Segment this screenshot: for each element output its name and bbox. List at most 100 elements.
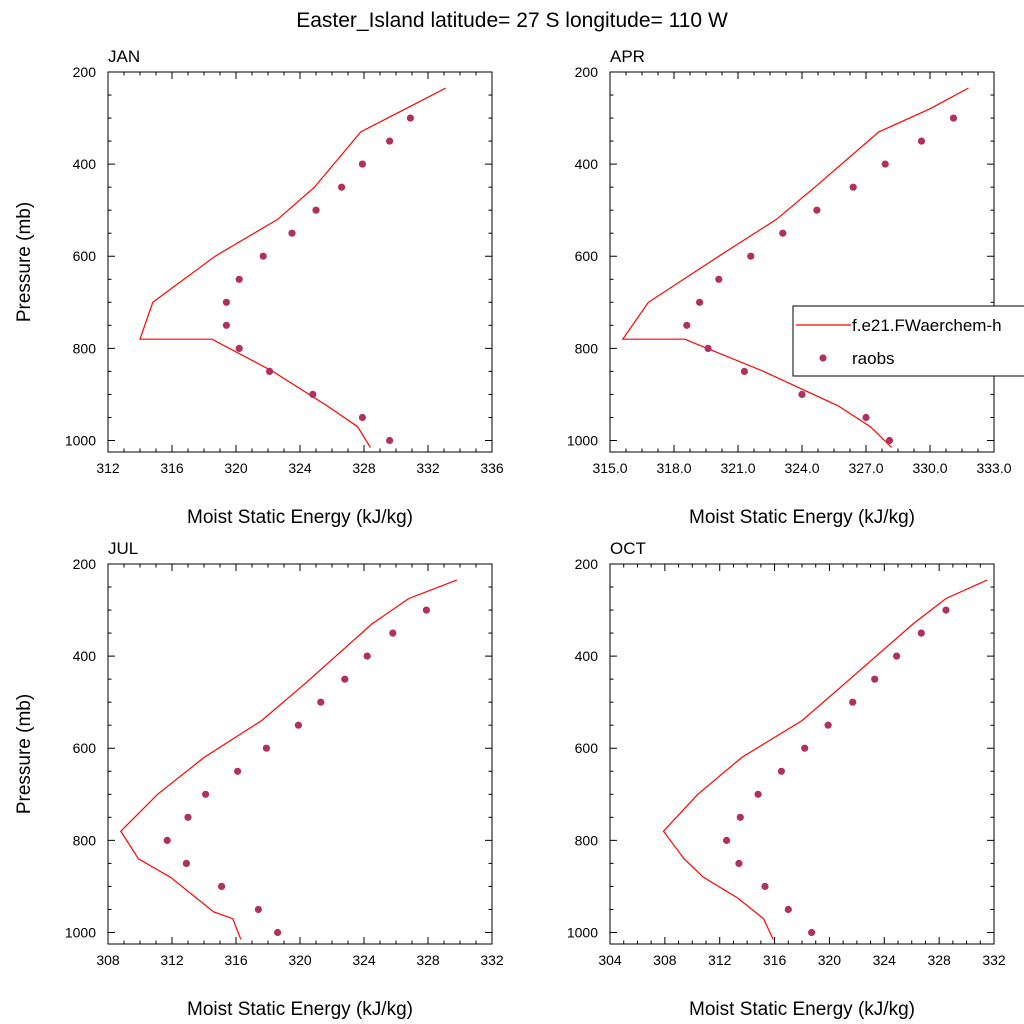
obs-point (386, 137, 394, 145)
obs-point (262, 744, 270, 752)
y-tick-label: 200 (575, 64, 599, 80)
x-tick-label: 336 (480, 460, 504, 476)
x-tick-label: 332 (982, 952, 1006, 968)
y-tick-label: 400 (575, 156, 599, 172)
obs-point (723, 836, 731, 845)
obs-point (779, 229, 787, 237)
obs-point (235, 344, 243, 352)
x-tick-label: 321.0 (720, 460, 755, 476)
panel-apr: APR 315.0 318.0 321.0 324.0 327.0 330.0 333.0 20… (567, 47, 1012, 528)
obs-point (942, 606, 950, 614)
x-axis-label: Moist Static Energy (kJ/kg) (689, 507, 915, 528)
x-tick-label: 312 (96, 460, 120, 476)
x-tick-label: 324 (288, 460, 312, 476)
plot-frame (609, 563, 995, 945)
x-tick-label: 324 (352, 952, 376, 968)
x-tick-label: 315.0 (592, 460, 627, 476)
x-tick-label: 330.0 (912, 460, 947, 476)
legend: f.e21.FWaerchem-h raobs (792, 305, 1024, 377)
y-tick-label: 400 (73, 156, 97, 172)
obs-point (163, 836, 171, 845)
obs-point (218, 882, 226, 891)
obs-point (683, 321, 691, 329)
x-tick-label: 332 (416, 460, 440, 476)
obs-point (696, 298, 704, 306)
x-tick-label: 304 (598, 952, 622, 968)
y-tick-label: 200 (575, 556, 599, 572)
x-tick-label: 328 (927, 952, 951, 968)
legend-dot-swatch (819, 354, 827, 362)
x-tick-label: 328 (416, 952, 440, 968)
y-tick-label: 800 (575, 340, 599, 356)
obs-point (747, 252, 755, 260)
model-line (139, 87, 446, 448)
y-tick-label: 200 (73, 556, 97, 572)
x-tick-label: 332 (480, 952, 504, 968)
obs-point (317, 698, 325, 706)
obs-point (389, 629, 397, 637)
obs-point (312, 206, 320, 214)
obs-point (801, 744, 809, 752)
y-tick-label: 600 (575, 740, 599, 756)
obs-point (849, 183, 857, 191)
obs-point (274, 928, 282, 937)
y-tick-label: 1000 (567, 924, 598, 940)
panel-title: JUL (108, 539, 138, 558)
x-axis-label: Moist Static Energy (kJ/kg) (187, 999, 413, 1020)
y-tick-label: 600 (73, 248, 97, 264)
x-tick-label: 320 (288, 952, 312, 968)
obs-point (777, 767, 786, 775)
panel-title: JAN (108, 47, 140, 66)
obs-point (358, 160, 366, 168)
panel-oct: OCT 304 308 312 316 320 324 328 332 200 400 600 800 1… (567, 539, 1006, 1020)
model-line (662, 579, 988, 940)
obs-point (309, 390, 317, 398)
obs-point (885, 436, 894, 445)
plot-frame (107, 71, 493, 453)
obs-point (784, 905, 792, 914)
y-tick-label: 1000 (567, 432, 598, 448)
obs-point (235, 275, 243, 283)
x-tick-label: 316 (160, 460, 184, 476)
obs-point (254, 905, 262, 914)
panel-jan: JAN 312 316 320 324 328 332 336 200 400 600 800 1000… (14, 47, 504, 528)
obs-point (704, 344, 712, 352)
obs-point (715, 275, 723, 283)
obs-point (849, 698, 857, 706)
obs-point (740, 367, 749, 375)
y-tick-label: 800 (73, 340, 97, 356)
y-tick-label: 600 (575, 248, 599, 264)
model-line (621, 87, 969, 448)
obs-point (813, 206, 821, 214)
obs-point (754, 790, 762, 798)
y-tick-label: 400 (575, 648, 599, 664)
obs-point (881, 160, 889, 168)
x-tick-label: 320 (224, 460, 248, 476)
y-tick-label: 1000 (65, 924, 96, 940)
obs-point (917, 629, 925, 637)
y-tick-label: 400 (73, 648, 97, 664)
y-tick-label: 600 (73, 740, 97, 756)
obs-point (341, 675, 349, 683)
y-tick-label: 800 (575, 832, 599, 848)
y-axis-label: Pressure (mb) (14, 202, 35, 322)
panel-jul: JUL 308 312 316 320 324 328 332 200 400 600 800 1000… (14, 539, 504, 1020)
obs-point (917, 137, 926, 145)
x-axis-label: Moist Static Energy (kJ/kg) (689, 999, 915, 1020)
obs-point (363, 652, 371, 660)
obs-point (798, 390, 806, 398)
panel-title: APR (610, 47, 645, 66)
obs-point (406, 114, 414, 122)
x-tick-label: 316 (763, 952, 787, 968)
obs-point (736, 813, 744, 821)
y-tick-label: 200 (73, 64, 97, 80)
obs-point (234, 767, 242, 775)
obs-point (386, 436, 394, 445)
x-tick-label: 333.0 (976, 460, 1011, 476)
legend-obs-label: raobs (852, 349, 895, 368)
obs-point (358, 413, 366, 422)
y-tick-label: 800 (73, 832, 97, 848)
obs-point (202, 790, 210, 798)
obs-point (761, 882, 769, 891)
